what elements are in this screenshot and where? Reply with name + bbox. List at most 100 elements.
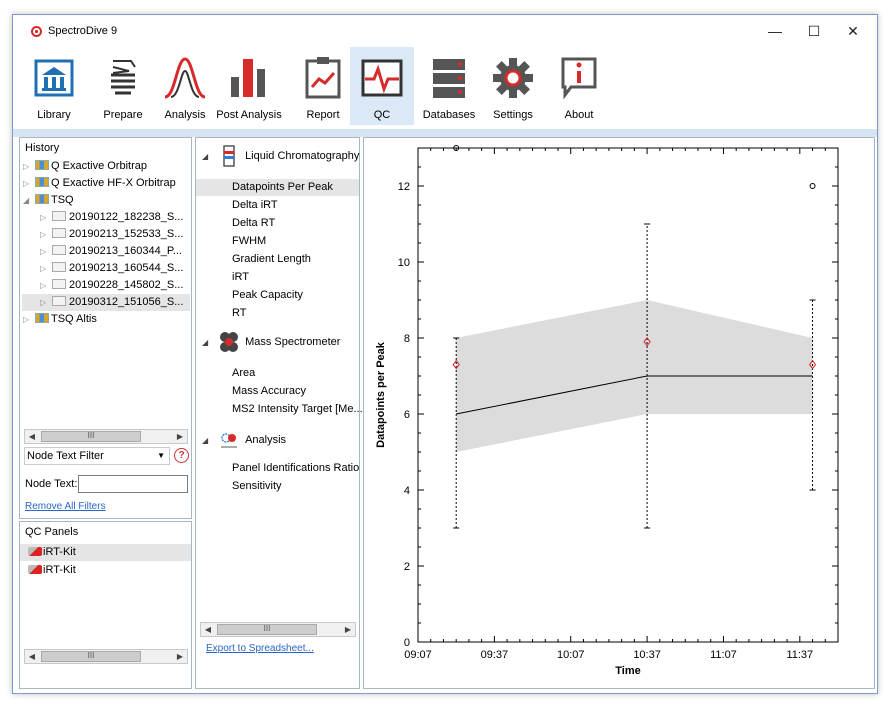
spectrodive-logo-icon	[221, 433, 238, 449]
metric-gradient-length[interactable]: Gradient Length	[232, 253, 311, 265]
scroll-thumb[interactable]: III	[41, 651, 141, 662]
ribbon-databases-button[interactable]: Databases	[419, 47, 479, 125]
qc-monitor-icon	[361, 59, 403, 97]
scroll-left-icon[interactable]: ◀	[204, 625, 212, 634]
library-icon	[34, 59, 74, 97]
ribbon-qc-button[interactable]: QC	[350, 47, 414, 125]
instrument-icon	[35, 160, 49, 170]
ribbon-report-label: Report	[306, 109, 340, 121]
scroll-left-icon[interactable]: ◀	[28, 652, 36, 661]
maximize-button[interactable]: ☐	[807, 23, 821, 39]
report-clipboard-icon	[305, 57, 341, 99]
folder-icon	[52, 211, 66, 221]
tree-item-run[interactable]: ▷ 20190213_152533_S...	[40, 228, 184, 240]
tree-label: TSQ	[51, 194, 74, 206]
history-pane: History ▷ Q Exactive Orbitrap ▷ Q Exactive…	[19, 137, 192, 519]
export-to-spreadsheet-link[interactable]: Export to Spreadsheet...	[206, 643, 314, 654]
node-text-label: Node Text:	[25, 478, 78, 490]
app-logo-icon	[31, 26, 42, 37]
ribbon-databases-label: Databases	[422, 109, 476, 121]
instrument-icon	[35, 313, 49, 323]
tree-item-run[interactable]: ▷ 20190122_182238_S...	[40, 211, 184, 223]
node-text-input[interactable]	[78, 475, 188, 493]
x-tick-label: 11:07	[710, 649, 737, 661]
remove-all-filters-link[interactable]: Remove All Filters	[25, 501, 106, 512]
tree-label: 20190213_160544_S...	[69, 262, 184, 274]
ribbon-report-button[interactable]: Report	[293, 47, 353, 125]
folder-icon	[52, 228, 66, 238]
metric-area[interactable]: Area	[232, 367, 256, 379]
qc-panel-item[interactable]: iRT-Kit	[20, 544, 191, 561]
metric-delta-rt[interactable]: Delta RT	[232, 217, 276, 229]
about-info-icon	[561, 57, 597, 100]
tree-label: 20190122_182238_S...	[69, 211, 184, 223]
ribbon-analysis-button[interactable]: Analysis	[160, 47, 210, 125]
ribbon-library-label: Library	[37, 109, 71, 121]
tree-item-run-selected[interactable]: ▷ 20190312_151056_S...	[22, 294, 190, 311]
tree-item-instrument[interactable]: ▷ Q Exactive Orbitrap	[23, 160, 147, 172]
x-tick-label: 11:37	[786, 649, 813, 661]
y-tick-label: 4	[404, 485, 410, 497]
ribbon-post-analysis-button[interactable]: Post Analysis	[213, 47, 285, 125]
metric-datapoints-per-peak[interactable]: Datapoints Per Peak	[196, 179, 359, 196]
tree-label: 20190312_151056_S...	[69, 296, 184, 308]
metric-ms2-intensity-target[interactable]: MS2 Intensity Target [Me...	[232, 403, 363, 415]
category-label: Mass Spectrometer	[245, 336, 341, 348]
y-tick-label: 2	[404, 561, 410, 573]
scroll-thumb[interactable]: III	[217, 624, 317, 635]
x-tick-label: 10:07	[557, 649, 585, 661]
metrics-horizontal-scrollbar[interactable]: ◀ III ▶	[200, 622, 356, 637]
ribbon-about-button[interactable]: About	[551, 47, 607, 125]
minimize-button[interactable]: —	[768, 23, 782, 39]
ribbon-about-label: About	[564, 109, 594, 121]
interquartile-band	[456, 300, 813, 452]
outlier-point	[809, 183, 816, 189]
settings-gear-icon	[493, 58, 533, 98]
metric-sensitivity[interactable]: Sensitivity	[232, 480, 282, 492]
help-icon[interactable]: ?	[174, 448, 189, 463]
scroll-right-icon[interactable]: ▶	[176, 432, 184, 441]
tree-item-instrument[interactable]: ▷ TSQ Altis	[23, 313, 97, 325]
metric-delta-irt[interactable]: Delta iRT	[232, 199, 278, 211]
metric-peak-capacity[interactable]: Peak Capacity	[232, 289, 303, 301]
database-server-icon	[433, 59, 465, 98]
qc-panel-item[interactable]: iRT-Kit	[28, 562, 76, 579]
tree-label: TSQ Altis	[51, 313, 97, 325]
ribbon-settings-button[interactable]: Settings	[485, 47, 541, 125]
node-filter-select[interactable]: Node Text Filter ▼	[24, 447, 170, 465]
scroll-thumb[interactable]: III	[41, 431, 141, 442]
tree-item-instrument[interactable]: ▷ Q Exactive HF-X Orbitrap	[23, 177, 176, 189]
close-button[interactable]: ✕	[847, 23, 859, 39]
tree-label: 20190213_160344_P...	[69, 245, 182, 257]
scroll-right-icon[interactable]: ▶	[344, 625, 352, 634]
ribbon-toolbar: Library Prepare Analysis Post Analysis	[13, 45, 877, 129]
ribbon-separator	[13, 129, 877, 137]
metric-mass-accuracy[interactable]: Mass Accuracy	[232, 385, 306, 397]
metric-rt[interactable]: RT	[232, 307, 247, 319]
metrics-pane: ◢ Liquid Chromatography Datapoints Per P…	[195, 137, 363, 689]
scroll-left-icon[interactable]: ◀	[28, 432, 36, 441]
qc-panels-title: QC Panels	[25, 526, 79, 538]
kit-icon	[28, 547, 42, 556]
metric-irt[interactable]: iRT	[232, 271, 249, 283]
tree-label: 20190228_145802_S...	[69, 279, 184, 291]
scroll-right-icon[interactable]: ▶	[176, 652, 184, 661]
category-analysis[interactable]: ◢ Analysis	[202, 428, 286, 452]
y-tick-label: 8	[404, 333, 410, 345]
category-mass-spectrometer[interactable]: ◢ Mass Spectrometer	[202, 330, 340, 354]
tree-item-run[interactable]: ▷ 20190213_160544_S...	[40, 262, 184, 274]
instrument-icon	[35, 194, 49, 204]
y-tick-label: 10	[398, 257, 410, 269]
folder-icon	[52, 245, 66, 255]
metric-panel-identifications-ratio[interactable]: Panel Identifications Ratio	[232, 462, 360, 474]
tree-item-run[interactable]: ▷ 20190213_160344_P...	[40, 245, 182, 257]
tree-item-instrument[interactable]: ◢ TSQ	[23, 194, 74, 206]
ribbon-prepare-button[interactable]: Prepare	[93, 47, 153, 125]
qc-panels-horizontal-scrollbar[interactable]: ◀ III ▶	[24, 649, 188, 664]
tree-item-run[interactable]: ▷ 20190228_145802_S...	[40, 279, 184, 291]
y-tick-label: 6	[404, 409, 410, 421]
history-horizontal-scrollbar[interactable]: ◀ III ▶	[24, 429, 188, 444]
ribbon-library-button[interactable]: Library	[26, 47, 82, 125]
metric-fwhm[interactable]: FWHM	[232, 235, 267, 247]
category-liquid-chromatography[interactable]: ◢ Liquid Chromatography	[202, 144, 359, 168]
